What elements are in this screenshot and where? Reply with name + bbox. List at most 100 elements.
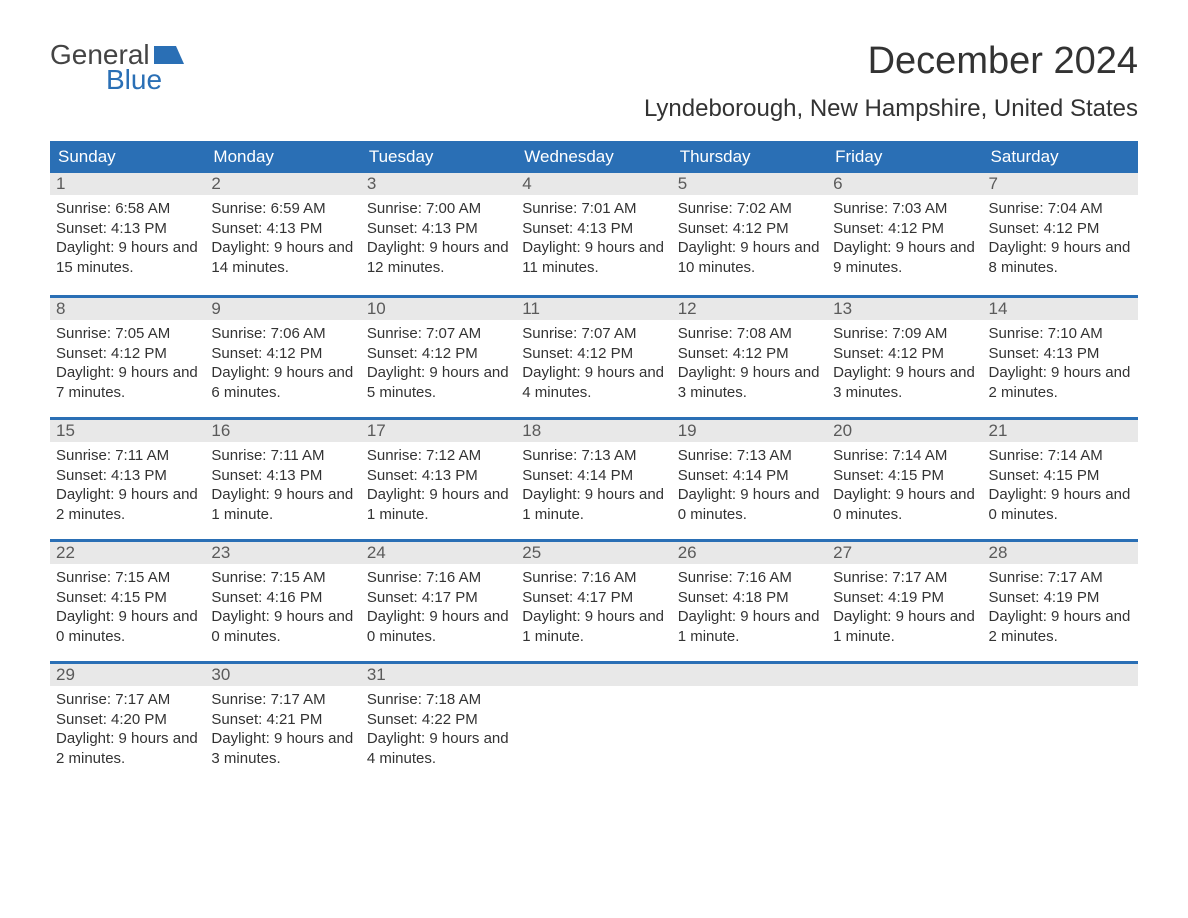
calendar-day-cell: 25Sunrise: 7:16 AMSunset: 4:17 PMDayligh… — [516, 542, 671, 661]
day-number — [516, 664, 671, 686]
calendar-day-cell: 24Sunrise: 7:16 AMSunset: 4:17 PMDayligh… — [361, 542, 516, 661]
calendar-header-cell: Friday — [827, 141, 982, 173]
calendar-day-cell: 29Sunrise: 7:17 AMSunset: 4:20 PMDayligh… — [50, 664, 205, 783]
day-number: 8 — [50, 298, 205, 320]
daylight-text: Daylight: 9 hours and 1 minute. — [833, 607, 976, 646]
day-details: Sunrise: 7:09 AMSunset: 4:12 PMDaylight:… — [827, 320, 982, 408]
calendar-day-cell: 3Sunrise: 7:00 AMSunset: 4:13 PMDaylight… — [361, 173, 516, 295]
sunrise-text: Sunrise: 6:59 AM — [211, 199, 354, 219]
daylight-text: Daylight: 9 hours and 0 minutes. — [678, 485, 821, 524]
calendar-header-cell: Tuesday — [361, 141, 516, 173]
day-details: Sunrise: 7:13 AMSunset: 4:14 PMDaylight:… — [516, 442, 671, 530]
daylight-text: Daylight: 9 hours and 0 minutes. — [367, 607, 510, 646]
calendar-day-cell: 6Sunrise: 7:03 AMSunset: 4:12 PMDaylight… — [827, 173, 982, 295]
header: General Blue December 2024 Lyndeborough,… — [50, 40, 1138, 123]
sunrise-text: Sunrise: 7:18 AM — [367, 690, 510, 710]
sunset-text: Sunset: 4:12 PM — [367, 344, 510, 364]
sunset-text: Sunset: 4:14 PM — [678, 466, 821, 486]
daylight-text: Daylight: 9 hours and 7 minutes. — [56, 363, 199, 402]
day-number: 23 — [205, 542, 360, 564]
daylight-text: Daylight: 9 hours and 5 minutes. — [367, 363, 510, 402]
daylight-text: Daylight: 9 hours and 2 minutes. — [989, 363, 1132, 402]
day-details: Sunrise: 7:17 AMSunset: 4:21 PMDaylight:… — [205, 686, 360, 774]
sunrise-text: Sunrise: 7:03 AM — [833, 199, 976, 219]
calendar-header-cell: Wednesday — [516, 141, 671, 173]
calendar-day-cell: 4Sunrise: 7:01 AMSunset: 4:13 PMDaylight… — [516, 173, 671, 295]
calendar-day-cell: 11Sunrise: 7:07 AMSunset: 4:12 PMDayligh… — [516, 298, 671, 417]
calendar-day-cell: 22Sunrise: 7:15 AMSunset: 4:15 PMDayligh… — [50, 542, 205, 661]
daylight-text: Daylight: 9 hours and 3 minutes. — [211, 729, 354, 768]
daylight-text: Daylight: 9 hours and 1 minute. — [367, 485, 510, 524]
day-details: Sunrise: 7:10 AMSunset: 4:13 PMDaylight:… — [983, 320, 1138, 408]
day-number: 18 — [516, 420, 671, 442]
calendar-day-cell: 28Sunrise: 7:17 AMSunset: 4:19 PMDayligh… — [983, 542, 1138, 661]
sunset-text: Sunset: 4:12 PM — [833, 219, 976, 239]
day-details: Sunrise: 7:06 AMSunset: 4:12 PMDaylight:… — [205, 320, 360, 408]
day-details: Sunrise: 7:17 AMSunset: 4:19 PMDaylight:… — [983, 564, 1138, 652]
day-number: 17 — [361, 420, 516, 442]
day-number: 5 — [672, 173, 827, 195]
calendar-day-cell: 1Sunrise: 6:58 AMSunset: 4:13 PMDaylight… — [50, 173, 205, 295]
day-number: 27 — [827, 542, 982, 564]
day-number: 19 — [672, 420, 827, 442]
daylight-text: Daylight: 9 hours and 10 minutes. — [678, 238, 821, 277]
day-number: 21 — [983, 420, 1138, 442]
sunset-text: Sunset: 4:13 PM — [367, 219, 510, 239]
sunset-text: Sunset: 4:14 PM — [522, 466, 665, 486]
sunrise-text: Sunrise: 7:17 AM — [56, 690, 199, 710]
calendar-day-cell: 19Sunrise: 7:13 AMSunset: 4:14 PMDayligh… — [672, 420, 827, 539]
title-block: December 2024 Lyndeborough, New Hampshir… — [644, 40, 1138, 123]
calendar-day-cell: 31Sunrise: 7:18 AMSunset: 4:22 PMDayligh… — [361, 664, 516, 783]
calendar-day-cell: 14Sunrise: 7:10 AMSunset: 4:13 PMDayligh… — [983, 298, 1138, 417]
brand-logo: General Blue — [50, 40, 184, 95]
day-number: 12 — [672, 298, 827, 320]
daylight-text: Daylight: 9 hours and 1 minute. — [522, 485, 665, 524]
day-number: 3 — [361, 173, 516, 195]
daylight-text: Daylight: 9 hours and 11 minutes. — [522, 238, 665, 277]
sunset-text: Sunset: 4:13 PM — [211, 219, 354, 239]
day-details: Sunrise: 7:03 AMSunset: 4:12 PMDaylight:… — [827, 195, 982, 283]
day-details: Sunrise: 7:07 AMSunset: 4:12 PMDaylight:… — [516, 320, 671, 408]
sunrise-text: Sunrise: 7:07 AM — [367, 324, 510, 344]
sunset-text: Sunset: 4:16 PM — [211, 588, 354, 608]
day-number: 16 — [205, 420, 360, 442]
sunset-text: Sunset: 4:17 PM — [367, 588, 510, 608]
sunrise-text: Sunrise: 7:17 AM — [833, 568, 976, 588]
sunrise-text: Sunrise: 7:16 AM — [367, 568, 510, 588]
day-details: Sunrise: 7:16 AMSunset: 4:18 PMDaylight:… — [672, 564, 827, 652]
calendar-day-cell — [983, 664, 1138, 783]
sunrise-text: Sunrise: 7:02 AM — [678, 199, 821, 219]
calendar-header-row: SundayMondayTuesdayWednesdayThursdayFrid… — [50, 141, 1138, 173]
sunrise-text: Sunrise: 7:01 AM — [522, 199, 665, 219]
calendar-day-cell: 21Sunrise: 7:14 AMSunset: 4:15 PMDayligh… — [983, 420, 1138, 539]
calendar-day-cell: 8Sunrise: 7:05 AMSunset: 4:12 PMDaylight… — [50, 298, 205, 417]
calendar-day-cell: 15Sunrise: 7:11 AMSunset: 4:13 PMDayligh… — [50, 420, 205, 539]
day-number — [827, 664, 982, 686]
daylight-text: Daylight: 9 hours and 1 minute. — [522, 607, 665, 646]
day-details: Sunrise: 7:17 AMSunset: 4:19 PMDaylight:… — [827, 564, 982, 652]
day-details: Sunrise: 7:16 AMSunset: 4:17 PMDaylight:… — [516, 564, 671, 652]
day-details: Sunrise: 7:07 AMSunset: 4:12 PMDaylight:… — [361, 320, 516, 408]
day-number — [672, 664, 827, 686]
day-details: Sunrise: 7:18 AMSunset: 4:22 PMDaylight:… — [361, 686, 516, 774]
day-number: 6 — [827, 173, 982, 195]
day-details: Sunrise: 7:11 AMSunset: 4:13 PMDaylight:… — [205, 442, 360, 530]
sunrise-text: Sunrise: 7:14 AM — [833, 446, 976, 466]
sunrise-text: Sunrise: 7:15 AM — [56, 568, 199, 588]
daylight-text: Daylight: 9 hours and 4 minutes. — [522, 363, 665, 402]
sunrise-text: Sunrise: 7:11 AM — [211, 446, 354, 466]
calendar-week: 15Sunrise: 7:11 AMSunset: 4:13 PMDayligh… — [50, 417, 1138, 539]
sunset-text: Sunset: 4:13 PM — [367, 466, 510, 486]
day-details: Sunrise: 7:17 AMSunset: 4:20 PMDaylight:… — [50, 686, 205, 774]
calendar-day-cell: 10Sunrise: 7:07 AMSunset: 4:12 PMDayligh… — [361, 298, 516, 417]
day-number: 9 — [205, 298, 360, 320]
daylight-text: Daylight: 9 hours and 0 minutes. — [211, 607, 354, 646]
daylight-text: Daylight: 9 hours and 15 minutes. — [56, 238, 199, 277]
day-details: Sunrise: 7:12 AMSunset: 4:13 PMDaylight:… — [361, 442, 516, 530]
daylight-text: Daylight: 9 hours and 1 minute. — [211, 485, 354, 524]
calendar-day-cell: 7Sunrise: 7:04 AMSunset: 4:12 PMDaylight… — [983, 173, 1138, 295]
calendar-header-cell: Sunday — [50, 141, 205, 173]
location-subtitle: Lyndeborough, New Hampshire, United Stat… — [644, 95, 1138, 123]
calendar-day-cell: 13Sunrise: 7:09 AMSunset: 4:12 PMDayligh… — [827, 298, 982, 417]
day-number — [983, 664, 1138, 686]
